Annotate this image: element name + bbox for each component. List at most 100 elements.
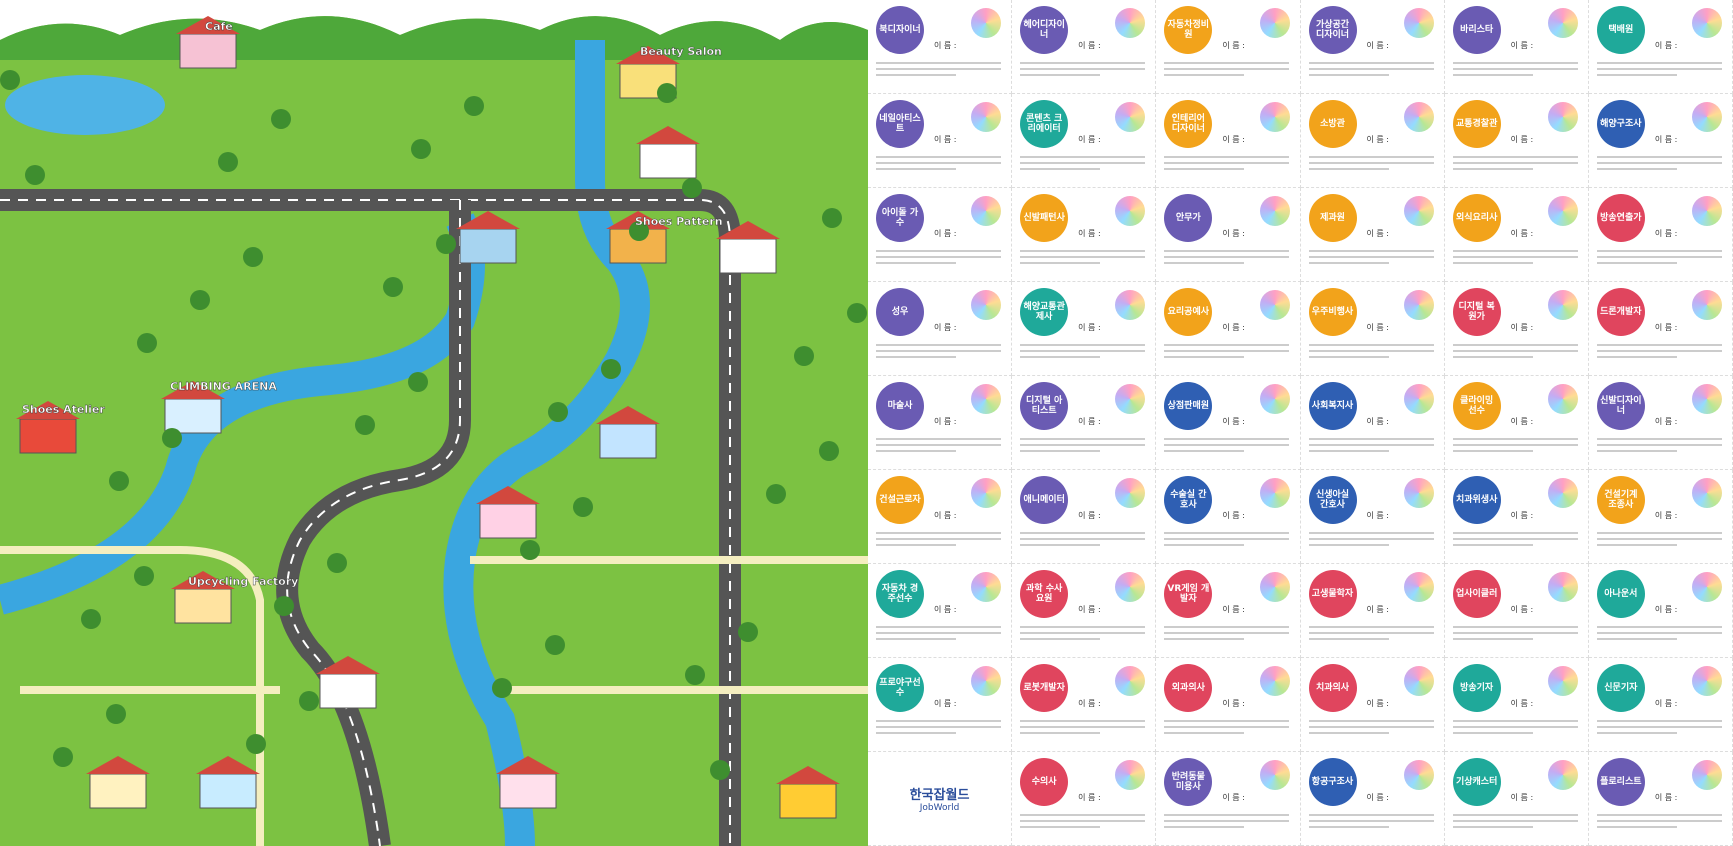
job-card: 치과의사 이 름 :	[1300, 658, 1445, 752]
tree	[109, 471, 129, 491]
job-card: 방송연출가 이 름 :	[1588, 188, 1733, 282]
roof	[161, 381, 225, 399]
text-line	[1020, 68, 1146, 70]
job-badge: 사회복지사	[1308, 382, 1357, 430]
color-wheel	[1403, 8, 1434, 38]
house	[639, 143, 697, 179]
house	[479, 503, 537, 539]
color-wheel	[1547, 760, 1578, 790]
roof	[16, 401, 80, 419]
text-line	[1020, 626, 1146, 628]
tree	[106, 704, 126, 724]
tree	[548, 402, 568, 422]
job-badge: 택배원	[1596, 6, 1645, 54]
text-line	[1596, 256, 1722, 258]
text-line	[1596, 626, 1722, 628]
text-line	[1164, 68, 1290, 70]
job-card: 콘텐츠 크리에이터 이 름 :	[1012, 94, 1157, 188]
tree	[794, 346, 814, 366]
job-card: 플로리스트 이 름 :	[1588, 752, 1733, 846]
text-line	[1020, 814, 1146, 816]
name-label: 이 름 :	[1222, 323, 1245, 332]
tree	[134, 566, 154, 586]
text-line	[876, 732, 956, 734]
logo-korean: 한국잡월드	[909, 788, 970, 803]
text-line	[1164, 544, 1245, 546]
color-wheel	[1259, 102, 1290, 132]
color-wheel	[1259, 8, 1290, 38]
text-line	[1164, 820, 1290, 822]
tree	[601, 359, 621, 379]
name-label: 이 름 :	[934, 229, 957, 238]
color-wheel	[1547, 478, 1578, 508]
name-label: 이 름 :	[1510, 417, 1534, 426]
text-line	[1308, 74, 1389, 76]
tree	[464, 96, 484, 116]
text-line	[1596, 68, 1722, 70]
text-line	[1596, 262, 1677, 264]
text-line	[1020, 826, 1101, 828]
job-card: 마술사 이 름 :	[868, 376, 1013, 470]
name-label: 이 름 :	[1510, 135, 1534, 144]
color-wheel	[1547, 290, 1578, 320]
job-card: 치과위생사 이 름 :	[1444, 470, 1589, 564]
job-badge: 치과위생사	[1452, 476, 1501, 524]
name-label: 이 름 :	[1366, 511, 1390, 520]
text-line	[1596, 638, 1677, 640]
text-line	[1020, 732, 1101, 734]
name-label: 이 름 :	[934, 605, 957, 614]
text-line	[1020, 262, 1101, 264]
house	[174, 588, 232, 624]
tree	[246, 734, 266, 754]
roof	[316, 656, 380, 674]
name-label: 이 름 :	[1510, 41, 1534, 50]
name-label: 이 름 :	[934, 417, 957, 426]
job-badge: 북디자이너	[876, 6, 924, 54]
job-badge: 아이돌 가수	[876, 194, 924, 242]
color-wheel	[1547, 196, 1578, 226]
color-wheel	[1692, 760, 1722, 790]
name-label: 이 름 :	[934, 511, 957, 520]
text-line	[1452, 344, 1578, 346]
text-line	[1452, 720, 1578, 722]
tree	[271, 109, 291, 129]
job-badge: 요리공예사	[1164, 288, 1213, 336]
job-badge: 애니메이터	[1020, 476, 1069, 524]
house	[719, 238, 777, 274]
text-line	[876, 438, 1001, 440]
color-wheel	[1259, 572, 1290, 602]
text-line	[1596, 250, 1722, 252]
pond	[5, 75, 165, 135]
name-label: 이 름 :	[1222, 417, 1245, 426]
text-line	[1164, 450, 1245, 452]
text-line	[1164, 638, 1245, 640]
name-label: 이 름 :	[1366, 41, 1390, 50]
text-line	[1308, 350, 1434, 352]
roof	[176, 16, 240, 34]
text-line	[1164, 256, 1290, 258]
map-label: CLIMBING ARENA	[170, 380, 277, 393]
text-line	[876, 344, 1001, 346]
color-wheel	[1547, 8, 1578, 38]
job-badge: 해양교통관제사	[1020, 288, 1069, 336]
color-wheel	[1259, 196, 1290, 226]
roof	[456, 211, 520, 229]
text-line	[1020, 450, 1101, 452]
text-line	[1452, 814, 1578, 816]
text-line	[1020, 538, 1146, 540]
job-badge: 안무가	[1164, 194, 1213, 242]
color-wheel	[1115, 572, 1146, 602]
card-sheet: 북디자이너 이 름 : 헤어디자이너 이 름 : 자동차정비원 이 름 : 가상공간 디자이…	[868, 0, 1733, 846]
text-line	[1020, 532, 1146, 534]
name-label: 이 름 :	[934, 699, 957, 708]
map-label: Shoes Atelier	[22, 403, 105, 416]
text-line	[876, 262, 956, 264]
name-label: 이 름 :	[1366, 323, 1390, 332]
map-label: Beauty Salon	[640, 45, 722, 58]
color-wheel	[971, 290, 1002, 320]
color-wheel	[1403, 196, 1434, 226]
tree	[190, 290, 210, 310]
name-label: 이 름 :	[1366, 229, 1390, 238]
job-card: 건설기계 조종사 이 름 :	[1588, 470, 1733, 564]
name-label: 이 름 :	[1366, 605, 1390, 614]
